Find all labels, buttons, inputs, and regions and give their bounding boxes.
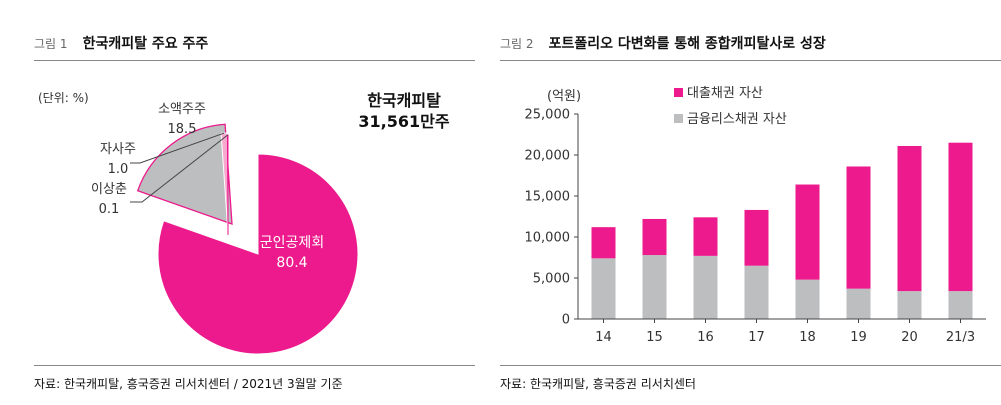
pie-slice-1 <box>136 123 233 225</box>
legend-label-1: 금융리스채권 자산 <box>687 112 787 127</box>
pie-leader-lines <box>130 132 228 203</box>
bar-lease-16 <box>693 255 718 319</box>
figure-2-top-rule <box>500 60 1001 61</box>
y-tick-label: 25,000 <box>525 108 571 123</box>
bar-loan-15 <box>642 218 667 256</box>
figure-2-panel: 그림 2 포트폴리오 다변화를 통해 종합캐피탈사로 성장 (억원) 대출채권 … <box>500 0 1001 405</box>
pie-slice-3-value: 0.1 <box>99 202 120 217</box>
figure-2-number: 그림 2 <box>500 37 534 51</box>
figure-2-bottom-rule <box>500 365 1001 366</box>
x-tick-label: 19 <box>850 330 867 345</box>
x-tick-label: 15 <box>646 330 663 345</box>
pie-slice-1-label: 소액주주 <box>158 102 206 117</box>
x-tick-label: 21/3 <box>946 330 975 345</box>
bar-lease-17 <box>744 265 769 319</box>
bar-bars <box>591 142 973 319</box>
bar-loan-18 <box>795 184 820 280</box>
bar-lease-19 <box>846 288 871 319</box>
y-tick-label: 20,000 <box>525 149 571 164</box>
pie-slice-0-value: 80.4 <box>276 255 307 271</box>
pie-callout-name: 한국캐피탈 <box>367 91 441 110</box>
figure-1-title: 한국캐피탈 주요 주주 <box>82 36 209 52</box>
figure-2-header: 그림 2 포트폴리오 다변화를 통해 종합캐피탈사로 성장 <box>500 33 826 53</box>
bar-loan-21/3 <box>948 142 973 292</box>
legend-swatch-0 <box>674 88 683 97</box>
pie-leader-3 <box>130 134 228 203</box>
bar-lease-14 <box>591 258 616 319</box>
pie-slice-3 <box>226 134 229 236</box>
legend-swatch-1 <box>674 114 683 123</box>
bar-loan-17 <box>744 209 769 266</box>
y-tick-label: 0 <box>562 313 570 328</box>
bar-loan-16 <box>693 217 718 256</box>
bar-x-axis: 14 15 16 17 18 19 20 21/3 <box>578 318 986 345</box>
x-tick-label: 16 <box>697 330 714 345</box>
bar-lease-21/3 <box>948 291 973 319</box>
pie-slice-1-value: 18.5 <box>168 122 197 137</box>
bar-loan-20 <box>897 145 922 292</box>
figure-2-title: 포트폴리오 다변화를 통해 종합캐피탈사로 성장 <box>548 36 826 52</box>
x-tick-label: 14 <box>595 330 612 345</box>
bar-loan-14 <box>591 227 616 259</box>
figure-1-panel: 그림 1 한국캐피탈 주요 주주 (단위: %) 군인공제회 80.4 소액주주 18… <box>0 0 475 405</box>
pie-slice-2-value: 1.0 <box>108 162 129 177</box>
bar-lease-20 <box>897 291 922 319</box>
x-tick-label: 17 <box>748 330 765 345</box>
legend-label-0: 대출채권 자산 <box>687 86 763 101</box>
bar-loan-19 <box>846 166 871 289</box>
figure-1-top-rule <box>34 60 475 61</box>
pie-labels: 군인공제회 80.4 소액주주 18.5 자사주 1.0 이상춘 0.1 <box>91 102 324 271</box>
pie-slice-2-label: 자사주 <box>100 142 136 157</box>
figure-1-bottom-rule <box>34 365 475 366</box>
x-tick-label: 20 <box>901 330 918 345</box>
figure-1-header: 그림 1 한국캐피탈 주요 주주 <box>34 33 208 53</box>
bar-lease-15 <box>642 255 667 319</box>
figure-1-source: 자료: 한국캐피탈, 흥국증권 리서치센터 / 2021년 3월말 기준 <box>34 377 343 391</box>
figure-1-number: 그림 1 <box>34 37 68 51</box>
bar-y-axis: 0 5,000 10,000 15,000 20,000 25,000 <box>525 108 579 328</box>
x-tick-label: 18 <box>799 330 816 345</box>
pie-unit-label: (단위: %) <box>38 91 89 105</box>
pie-slice-3-label: 이상춘 <box>91 182 127 197</box>
pie-slices <box>136 123 359 355</box>
pie-slice-0 <box>157 153 359 355</box>
y-tick-label: 15,000 <box>525 190 571 205</box>
y-tick-label: 5,000 <box>533 272 570 287</box>
bar-ylabel: (억원) <box>547 89 581 104</box>
pie-leader-2 <box>130 132 225 164</box>
y-tick-label: 10,000 <box>525 231 571 246</box>
pie-callout-shares: 31,561만주 <box>358 112 449 131</box>
bar-lease-18 <box>795 279 820 319</box>
pie-slice-0-label: 군인공제회 <box>260 235 324 251</box>
shareholder-pie-chart: (단위: %) 군인공제회 80.4 소액주주 18.5 자사주 1.0 이상춘 0.1 한국… <box>38 91 450 355</box>
figure-2-source: 자료: 한국캐피탈, 흥국증권 리서치센터 <box>500 377 696 391</box>
